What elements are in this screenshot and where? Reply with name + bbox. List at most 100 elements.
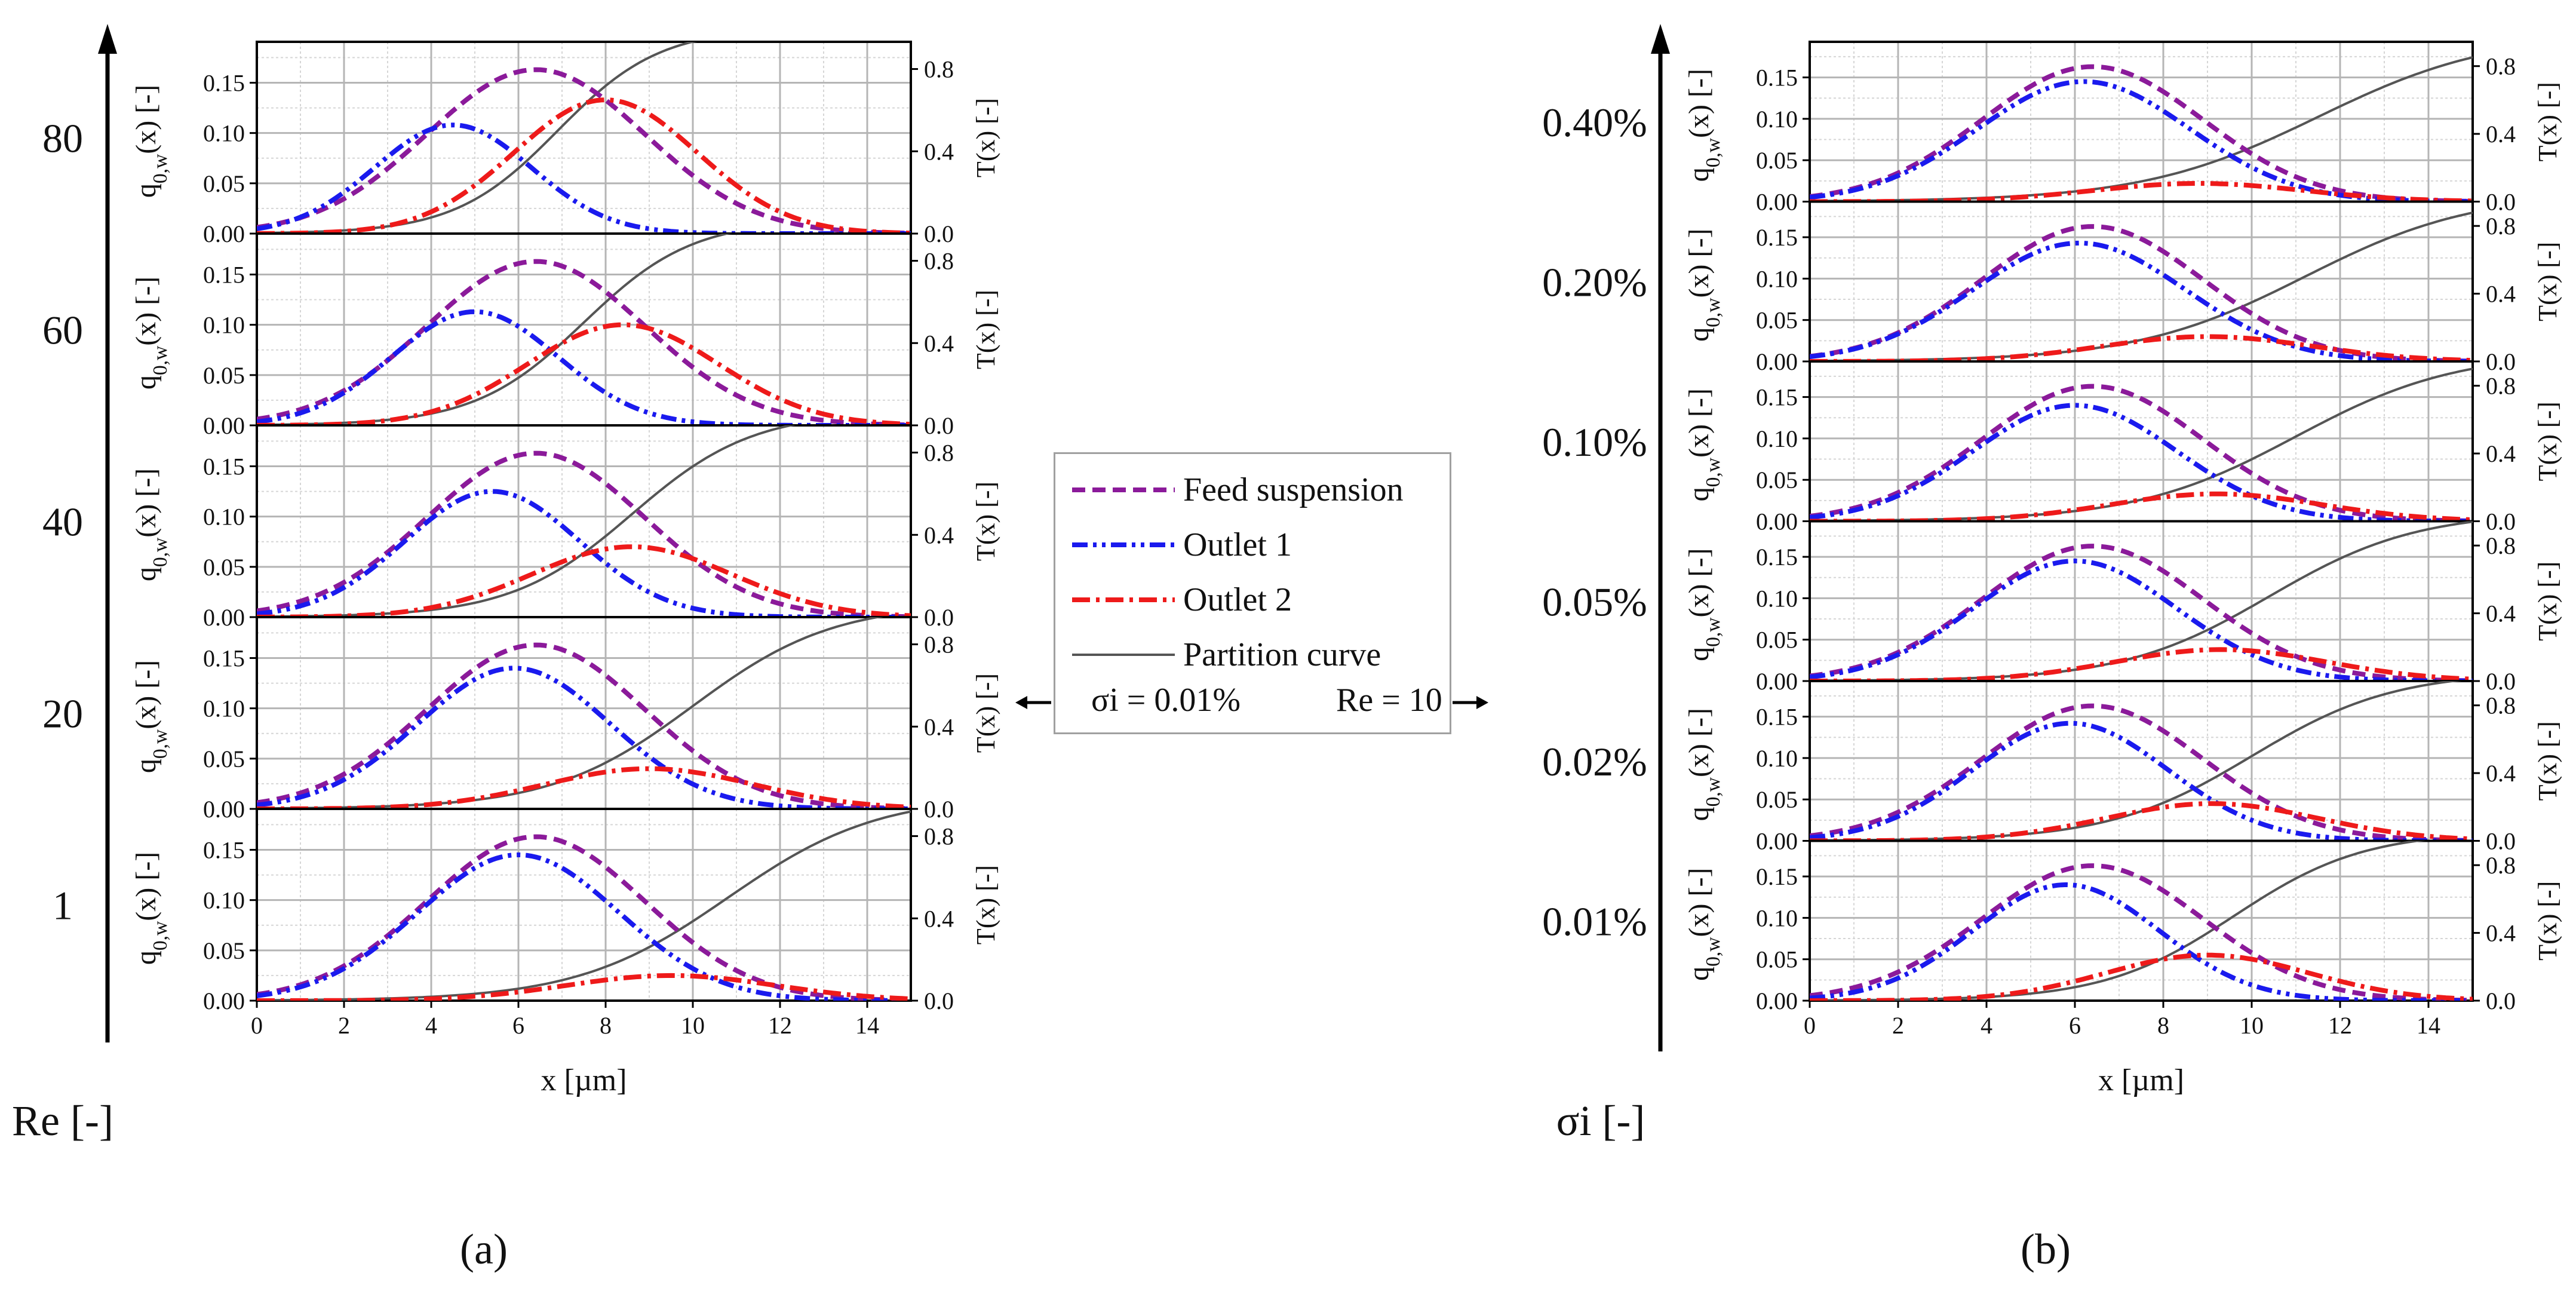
ytick-left-label: 0.10 — [1756, 585, 1798, 612]
panel-frame — [1809, 41, 2474, 203]
ytick-left-label: 0.05 — [203, 554, 245, 581]
series-feed-suspension — [257, 259, 911, 425]
xtick-label: 0 — [1804, 1012, 1816, 1039]
legend-item-feed: Feed suspension — [1070, 466, 1404, 514]
condition-right-arrowhead — [1476, 696, 1488, 709]
xtick-label: 12 — [2328, 1012, 2352, 1039]
ytick-right-label: 0.8 — [924, 248, 954, 275]
ytick-left-label: 0.15 — [203, 70, 245, 97]
ylabel-right: T(x) [-] — [2533, 401, 2562, 481]
ytick-left-label: 0.00 — [1756, 988, 1798, 1014]
legend-partition-swatch — [1072, 654, 1175, 656]
ylabel-left: q0,w(x) [-] — [1683, 868, 1724, 981]
ylabel-right: T(x) [-] — [971, 865, 1000, 945]
ytick-right-label: 0.8 — [2486, 692, 2516, 719]
xtick-label: 10 — [2240, 1012, 2264, 1039]
series-feed-suspension — [1810, 224, 2473, 361]
ytick-left-label: 0.00 — [1756, 828, 1798, 855]
ytick-right-label: 0.0 — [924, 988, 954, 1014]
panel-b-0 — [1803, 41, 2480, 203]
xlabel-a: x [µm] — [541, 1063, 627, 1097]
ytick-left-label: 0.05 — [203, 170, 245, 197]
ylabel-right: T(x) [-] — [971, 482, 1000, 561]
legend-partition-label: Partition curve — [1183, 636, 1381, 673]
panel-label: 0.20% — [1542, 259, 1647, 305]
panel-label: 20 — [42, 691, 83, 737]
series-feed-suspension — [257, 834, 911, 1001]
panel-frame — [256, 424, 912, 618]
series-outlet-1 — [1810, 240, 2473, 361]
xtick-label: 2 — [1892, 1012, 1904, 1039]
ytick-right-label: 0.8 — [2486, 373, 2516, 400]
panel-label: 0.05% — [1542, 579, 1647, 624]
ytick-left-label: 0.15 — [203, 453, 245, 480]
ytick-left-label: 0.10 — [203, 312, 245, 339]
ylabel-right: T(x) [-] — [971, 290, 1000, 369]
ytick-left-label: 0.00 — [1756, 189, 1798, 216]
series-partition-curve — [257, 425, 797, 617]
series-outlet-1 — [257, 666, 911, 809]
series-outlet-1 — [1810, 882, 2473, 1001]
panel-frame — [1809, 839, 2474, 1002]
xtick-label: 12 — [768, 1012, 792, 1039]
stack-axis-arrowhead-a — [98, 24, 117, 54]
stack-axis-label-a: Re [-] — [12, 1097, 113, 1145]
series-feed-suspension — [1810, 544, 2473, 681]
panel-label: 0.01% — [1542, 899, 1647, 944]
xtick-label: 4 — [425, 1012, 437, 1039]
stack-axis-arrowhead-b — [1651, 24, 1670, 54]
ytick-right-label: 0.8 — [2486, 532, 2516, 559]
figure-caption-a: (a) — [460, 1225, 508, 1273]
ytick-left-label: 0.00 — [203, 796, 245, 823]
ytick-left-label: 0.05 — [203, 362, 245, 389]
ytick-right-label: 0.4 — [2486, 600, 2516, 627]
ylabel-right: T(x) [-] — [2533, 82, 2562, 161]
ytick-left-label: 0.15 — [1756, 384, 1798, 411]
ytick-right-label: 0.0 — [2486, 508, 2516, 535]
series-feed-suspension — [1810, 64, 2473, 202]
legend-outlet2-swatch — [1072, 597, 1175, 602]
ylabel-right: T(x) [-] — [971, 673, 1000, 753]
ytick-right-label: 0.8 — [924, 440, 954, 467]
legend-feed-label: Feed suspension — [1183, 471, 1404, 508]
xtick-label: 6 — [2069, 1012, 2081, 1039]
xtick-label: 8 — [600, 1012, 612, 1039]
ytick-left-label: 0.15 — [1756, 224, 1798, 251]
ytick-right-label: 0.4 — [924, 138, 954, 165]
panel-b-5 — [1803, 839, 2480, 1008]
stack-axis-label-b: σi [-] — [1556, 1097, 1645, 1145]
series-outlet-1 — [1810, 558, 2473, 681]
chart-legend: Feed suspension Outlet 1 Outlet 2 Partit… — [1054, 452, 1451, 734]
panel-a-1 — [250, 232, 918, 427]
panel-label: 1 — [53, 883, 73, 928]
series-partition-curve — [1810, 521, 2473, 681]
ytick-left-label: 0.00 — [203, 220, 245, 247]
ytick-right-label: 0.0 — [2486, 189, 2516, 216]
series-feed-suspension — [1810, 863, 2473, 1001]
panel-a-0 — [250, 41, 918, 235]
ylabel-left: q0,w(x) [-] — [130, 85, 171, 198]
ytick-left-label: 0.10 — [1756, 106, 1798, 133]
panel-a-4 — [250, 808, 918, 1008]
ylabel-right: T(x) [-] — [2533, 721, 2562, 801]
series-partition-curve — [1810, 367, 2473, 522]
ytick-left-label: 0.00 — [1756, 508, 1798, 535]
ylabel-right: T(x) [-] — [2533, 242, 2562, 321]
series-feed-suspension — [257, 67, 911, 234]
ytick-left-label: 0.10 — [203, 695, 245, 722]
panel-b-4 — [1803, 680, 2480, 842]
xlabel-b: x [µm] — [2098, 1063, 2184, 1097]
legend-item-outlet1: Outlet 1 — [1070, 521, 1292, 569]
ylabel-right: T(x) [-] — [2533, 562, 2562, 641]
ytick-left-label: 0.10 — [203, 504, 245, 530]
legend-item-partition: Partition curve — [1070, 631, 1381, 679]
series-partition-curve — [257, 617, 885, 809]
ytick-left-label: 0.05 — [1756, 946, 1798, 973]
ytick-right-label: 0.4 — [2486, 760, 2516, 787]
ytick-left-label: 0.10 — [1756, 425, 1798, 452]
condition-left-arrowhead — [1015, 696, 1027, 709]
panel-label: 40 — [42, 499, 83, 545]
ytick-left-label: 0.05 — [1756, 786, 1798, 813]
series-outlet-1 — [257, 122, 911, 234]
